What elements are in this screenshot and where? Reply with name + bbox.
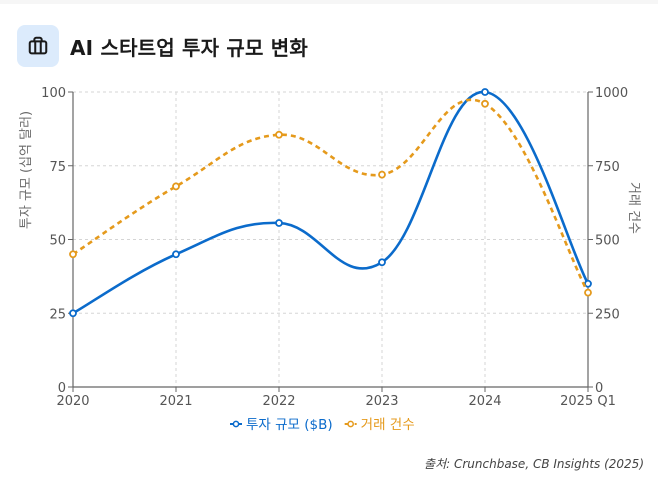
left-tick-label: 25: [49, 307, 66, 322]
investment-point: [481, 88, 489, 96]
x-tick-label: 2020: [56, 394, 89, 409]
left-tick-label: 75: [49, 160, 66, 175]
left-tick-label: 100: [41, 86, 66, 101]
deals-point: [481, 99, 489, 108]
deals-line: [72, 98, 590, 294]
investment-point: [378, 258, 386, 267]
grid: [73, 91, 588, 387]
deals-point: [584, 288, 592, 297]
left-tick-label: 0: [58, 381, 66, 396]
right-tick-label: 750: [595, 160, 620, 175]
series-group: [69, 88, 592, 318]
right-tick-label: 1000: [595, 86, 628, 101]
legend-marker-1: [347, 420, 355, 428]
investment-point: [69, 309, 77, 318]
left-axis-title: 투자 규모 (십억 달러): [19, 111, 34, 229]
deals-point: [378, 170, 386, 179]
top-band: [0, 0, 658, 4]
x-tick-label: 2021: [159, 394, 192, 409]
x-tick-label: 2025 Q1: [560, 394, 616, 409]
investment-point: [584, 279, 592, 288]
chart-header: AI 스타트업 투자 규모 변화: [17, 25, 308, 67]
briefcase-icon: [17, 25, 59, 67]
legend-label-1: 거래 건수: [361, 417, 415, 433]
right-tick-label: 250: [595, 307, 620, 322]
right-tick-label: 500: [595, 234, 620, 249]
x-tick-label: 2022: [262, 394, 295, 409]
source-note: 출처: Crunchbase, CB Insights (2025): [424, 457, 644, 471]
left-tick-label: 50: [49, 234, 66, 249]
legend-label-0: 투자 규모 ($B): [246, 417, 333, 433]
deals-point: [275, 130, 283, 139]
deals-point: [69, 250, 77, 259]
right-axis-title: 거래 건수: [626, 182, 641, 234]
x-tick-label: 2023: [365, 394, 398, 409]
deals-point: [172, 182, 180, 191]
x-tick-label: 2024: [468, 394, 501, 409]
legend: 투자 규모 ($B) 거래 건수: [230, 417, 415, 433]
investment-point: [172, 250, 180, 259]
right-tick-label: 0: [595, 381, 603, 396]
investment-point: [275, 219, 283, 227]
legend-marker-0: [232, 420, 240, 428]
chart-title: AI 스타트업 투자 규모 변화: [70, 35, 308, 60]
